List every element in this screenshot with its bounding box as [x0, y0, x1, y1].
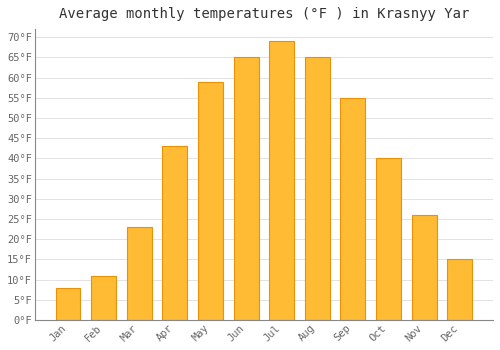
Bar — [448, 259, 472, 320]
Bar — [91, 275, 116, 320]
Bar — [198, 82, 223, 320]
Bar — [340, 98, 365, 320]
Bar — [56, 288, 80, 320]
Bar — [162, 146, 188, 320]
Bar — [376, 158, 401, 320]
Bar — [234, 57, 258, 320]
Bar — [305, 57, 330, 320]
Bar — [412, 215, 436, 320]
Bar — [269, 41, 294, 320]
Bar — [127, 227, 152, 320]
Title: Average monthly temperatures (°F ) in Krasnyy Yar: Average monthly temperatures (°F ) in Kr… — [58, 7, 469, 21]
